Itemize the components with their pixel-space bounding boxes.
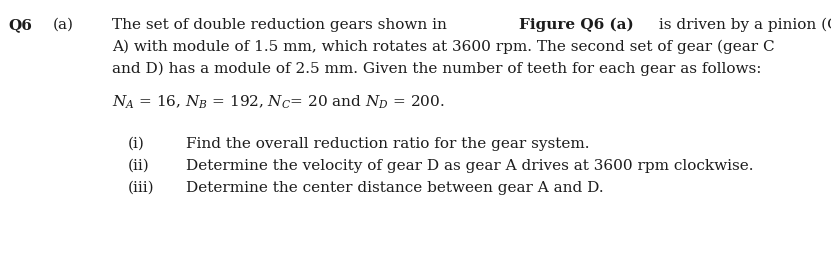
Text: Find the overall reduction ratio for the gear system.: Find the overall reduction ratio for the… — [186, 137, 589, 151]
Text: Determine the center distance between gear A and D.: Determine the center distance between ge… — [186, 181, 603, 195]
Text: Determine the velocity of gear D as gear A drives at 3600 rpm clockwise.: Determine the velocity of gear D as gear… — [186, 159, 754, 173]
Text: is driven by a pinion (Gear: is driven by a pinion (Gear — [654, 18, 831, 33]
Text: $N_A$ = 16, $N_B$ = 192, $N_C$= 20 and $N_D$ = 200.: $N_A$ = 16, $N_B$ = 192, $N_C$= 20 and $… — [112, 94, 445, 111]
Text: and D) has a module of 2.5 mm. Given the number of teeth for each gear as follow: and D) has a module of 2.5 mm. Given the… — [112, 62, 761, 76]
Text: Q6: Q6 — [8, 18, 32, 32]
Text: (a): (a) — [53, 18, 74, 32]
Text: A) with module of 1.5 mm, which rotates at 3600 rpm. The second set of gear (gea: A) with module of 1.5 mm, which rotates … — [112, 40, 774, 54]
Text: (i): (i) — [128, 137, 145, 151]
Text: Figure Q6 (a): Figure Q6 (a) — [519, 18, 634, 33]
Text: (iii): (iii) — [128, 181, 155, 195]
Text: (ii): (ii) — [128, 159, 150, 173]
Text: The set of double reduction gears shown in: The set of double reduction gears shown … — [112, 18, 452, 32]
